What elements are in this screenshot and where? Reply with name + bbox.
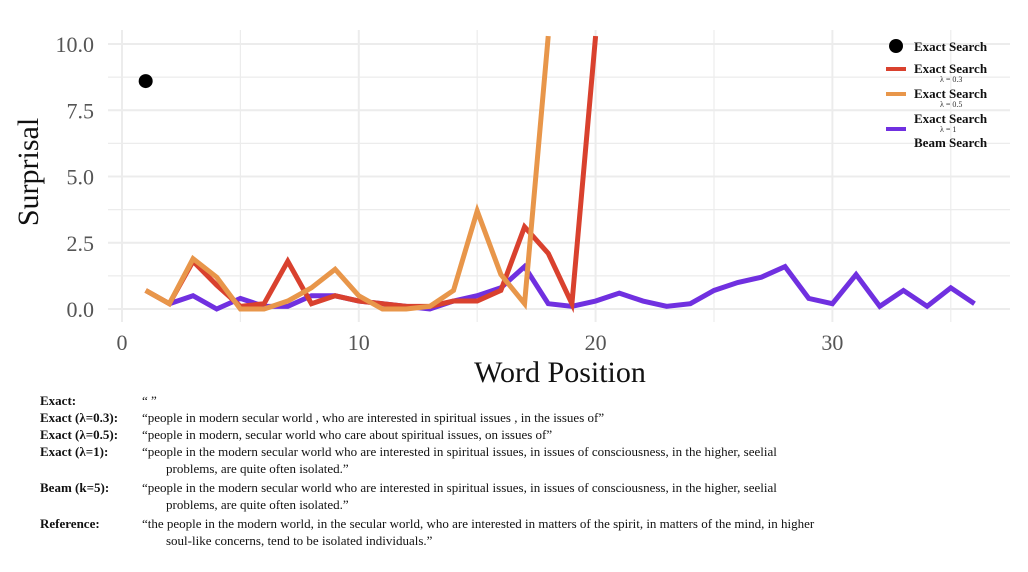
example-text: “the people in the modern world, in the … <box>142 515 1000 549</box>
example-row: Beam (k=5): “people in the modern secular… <box>40 479 1000 513</box>
example-row: Exact (λ=0.5): “people in modern, secular… <box>40 426 1000 443</box>
example-text-line: “people in the modern secular world who … <box>142 444 777 459</box>
y-tick-label: 7.5 <box>67 98 95 123</box>
chart-series <box>138 35 976 314</box>
example-text-line: “ ” <box>142 393 157 408</box>
example-translations: Exact: “ ” Exact (λ=0.3): “people in modern… <box>40 392 1000 549</box>
example-text-line: “the people in the modern world, in the … <box>142 516 815 531</box>
example-text-line: “people in the modern secular world who … <box>142 480 777 495</box>
example-label: Reference: <box>40 516 100 531</box>
example-label: Exact (λ=0.3): <box>40 410 119 425</box>
y-axis-title: Surprisal <box>12 118 45 226</box>
example-row: Reference: “the people in the modern worl… <box>40 515 1000 549</box>
series-line <box>144 35 551 312</box>
example-text-line: problems, are quite often isolated.” <box>166 497 349 512</box>
x-tick-label: 20 <box>585 330 607 355</box>
example-text: “people in modern, secular world who car… <box>142 426 1000 443</box>
legend-item: Exact Search <box>889 39 988 54</box>
example-label: Exact (λ=0.5): <box>40 427 119 442</box>
legend-dot-icon <box>889 39 903 53</box>
example-text-line: “people in modern secular world , who ar… <box>142 410 605 425</box>
chart-grid <box>108 30 1010 322</box>
legend-label: Exact Search <box>914 111 988 126</box>
legend-label: Beam Search <box>914 135 988 150</box>
x-axis-title: Word Position <box>474 356 646 389</box>
x-tick-label: 10 <box>348 330 370 355</box>
legend-sublabel: λ = 1 <box>940 125 956 134</box>
legend-sublabel: λ = 0.5 <box>940 100 962 109</box>
example-text-line: soul-like concerns, tend to be isolated … <box>166 533 433 548</box>
y-tick-label: 10.0 <box>56 32 95 57</box>
example-text: “people in modern secular world , who ar… <box>142 409 1000 426</box>
example-label: Beam (k=5): <box>40 480 110 495</box>
legend-sublabel: λ = 0.3 <box>940 75 962 84</box>
x-tick-label: 30 <box>821 330 843 355</box>
y-tick-label: 2.5 <box>67 231 95 256</box>
example-text: “people in the modern secular world who … <box>142 443 1000 477</box>
axis-tick-labels: 0.0 2.5 5.0 7.5 10.0 0 10 20 30 <box>56 32 844 355</box>
example-row: Exact: “ ” <box>40 392 1000 409</box>
legend-label: Exact Search <box>914 61 988 76</box>
surprisal-chart: 0.0 2.5 5.0 7.5 10.0 0 10 20 30 Surprisal Word P… <box>12 30 1010 389</box>
y-tick-label: 5.0 <box>67 165 95 190</box>
example-text: “ ” <box>142 392 1000 409</box>
series-point <box>138 74 153 89</box>
legend-label: Exact Search <box>914 86 988 101</box>
y-tick-label: 0.0 <box>67 297 95 322</box>
example-row: Exact (λ=1): “people in the modern secula… <box>40 443 1000 477</box>
example-row: Exact (λ=0.3): “people in modern secular … <box>40 409 1000 426</box>
legend-label: Exact Search <box>914 39 988 54</box>
example-label: Exact: <box>40 393 77 408</box>
example-text-line: “people in modern, secular world who car… <box>142 427 553 442</box>
example-label: Exact (λ=1): <box>40 444 109 459</box>
example-text-line: problems, are quite often isolated.” <box>166 461 349 476</box>
x-tick-label: 0 <box>117 330 128 355</box>
example-text: “people in the modern secular world who … <box>142 479 1000 513</box>
